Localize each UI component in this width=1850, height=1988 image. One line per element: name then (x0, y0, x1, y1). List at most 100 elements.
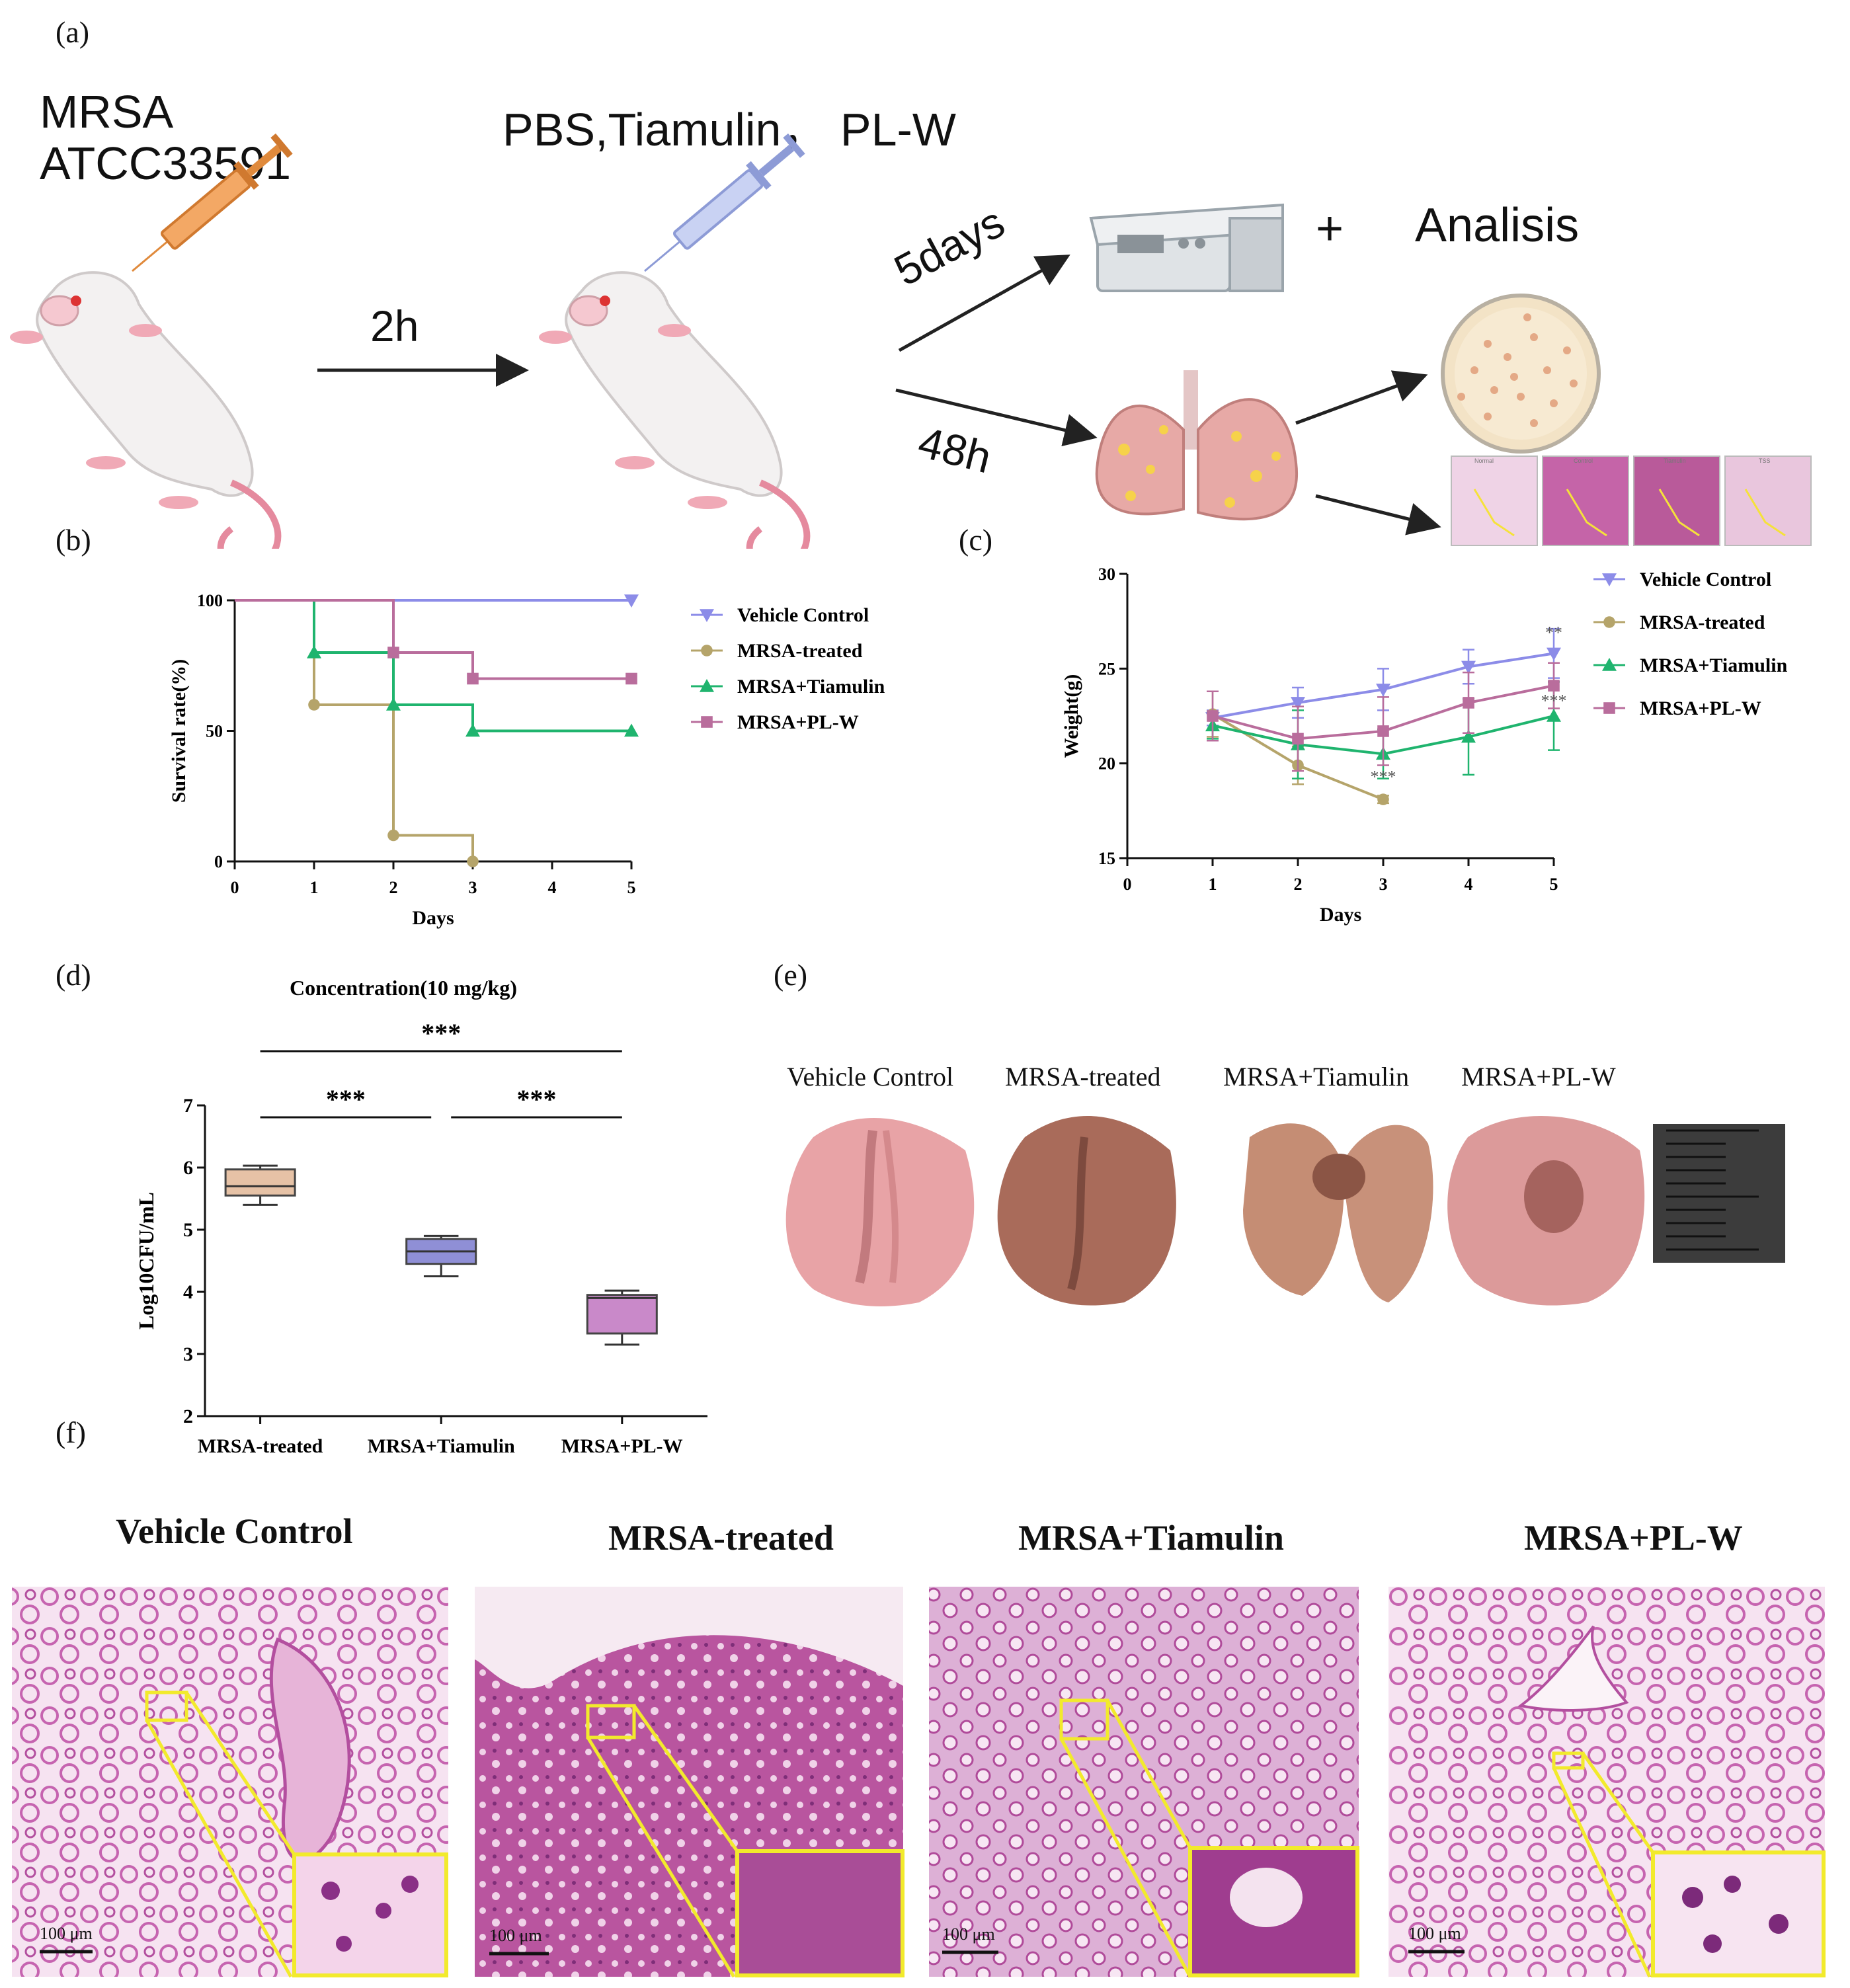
scale-icon (1089, 203, 1284, 292)
significance-label: *** (326, 1084, 366, 1114)
thumb-label-tiamulin: Tiamulin (1664, 457, 1686, 464)
x-axis-label: Days (412, 907, 454, 929)
panel-label-f: (f) (56, 1415, 86, 1449)
lung-label-plw: MRSA+PL-W (1461, 1062, 1616, 1092)
lung-photos (785, 1115, 1785, 1306)
series-mrsa-pl-w (1207, 662, 1560, 772)
legend-entry-vehicle-control: Vehicle Control (1593, 569, 1771, 590)
data-point (467, 672, 479, 685)
scale-bar-label-3: 100 μm (942, 1925, 995, 1944)
series-line (235, 599, 474, 861)
histo-title-plw: MRSA+PL-W (1524, 1518, 1743, 1558)
data-point (1377, 793, 1389, 805)
data-point (308, 699, 320, 711)
x-tick-label: MRSA-treated (198, 1435, 323, 1457)
data-point (1463, 697, 1474, 709)
legend-label: Vehicle Control (1640, 569, 1771, 590)
panel-label-a: (a) (56, 15, 90, 49)
x-tick-label: 0 (231, 878, 239, 897)
histology-thumbnails (1451, 456, 1812, 546)
data-point (1548, 680, 1560, 692)
significance-bracket: *** (260, 1018, 622, 1053)
y-axis-label: Weight(g) (1061, 674, 1082, 758)
histology-image-plw (1388, 1587, 1826, 1978)
data-point (1547, 647, 1561, 661)
scale-bar-label-2: 100 μm (489, 1926, 542, 1945)
arrow-48h (895, 388, 1098, 447)
x-tick-label: 3 (1379, 875, 1388, 894)
thumb-normal (1451, 456, 1538, 546)
legend-marker (1603, 702, 1615, 714)
data-point (624, 723, 639, 737)
scale-bar-label-1: 100 μm (40, 1924, 93, 1943)
strain-line1: MRSA (40, 86, 174, 138)
significance-annotation: *** (1541, 692, 1567, 711)
legend-label: MRSA+Tiamulin (737, 676, 885, 697)
data-point (1292, 733, 1304, 745)
y-tick-label: 25 (1098, 659, 1115, 678)
histo-title-tiamulin: MRSA+Tiamulin (1018, 1518, 1284, 1558)
lung-label-mrsa: MRSA-treated (1005, 1062, 1161, 1092)
y-tick-label: 15 (1098, 849, 1115, 868)
plus-sign: + (1316, 202, 1344, 255)
lung-photo-tiamulin (1243, 1123, 1433, 1302)
series-mrsa-pl-w (235, 599, 637, 685)
x-tick-label: 5 (627, 878, 636, 897)
syringe-orange-icon (132, 133, 293, 272)
significance-bracket: *** (451, 1084, 622, 1119)
data-point (386, 697, 401, 711)
legend-marker (1602, 658, 1617, 671)
data-point (307, 645, 321, 658)
y-tick-label: 30 (1098, 565, 1115, 584)
legend-label: MRSA-treated (737, 640, 863, 662)
y-axis-label: Log10CFU/mL (134, 1192, 158, 1330)
thumb-label-control: Control (1574, 457, 1593, 464)
legend-label: MRSA+Tiamulin (1640, 655, 1788, 676)
legend-label: MRSA-treated (1640, 612, 1765, 633)
lungs-icon (1095, 370, 1299, 521)
lung-photo-mrsa-treated (997, 1115, 1176, 1306)
x-tick-label: MRSA+Tiamulin (368, 1435, 516, 1457)
thumb-tiamulin (1633, 456, 1720, 546)
x-tick-label: 3 (469, 878, 477, 897)
data-point (1461, 729, 1476, 743)
x-tick-label: 4 (548, 878, 557, 897)
lung-photo-pl-w (1447, 1115, 1645, 1306)
legend-marker (700, 679, 714, 692)
legend-entry-mrsa-treated: MRSA-treated (691, 640, 863, 662)
y-tick-label: 7 (183, 1095, 193, 1117)
data-point (467, 855, 479, 867)
legend-label: MRSA+PL-W (1640, 697, 1761, 719)
mouse-icon (539, 271, 811, 549)
mouse-icon (10, 271, 282, 549)
y-tick-label: 20 (1098, 754, 1115, 774)
series-mrsa-tiamulin (235, 599, 639, 737)
histology-image-tiamulin (929, 1587, 1359, 1978)
legend-marker (701, 716, 713, 728)
data-point (1291, 697, 1305, 710)
data-point (625, 672, 637, 685)
panel-label-c: (c) (959, 523, 993, 557)
ruler-icon (1653, 1124, 1785, 1263)
data-point (1547, 709, 1561, 722)
thumb-control (1542, 456, 1629, 546)
histo-title-mrsa: MRSA-treated (608, 1518, 834, 1558)
significance-label: *** (421, 1018, 461, 1048)
lung-photo-vehicle (785, 1118, 975, 1306)
lung-label-vehicle: Vehicle Control (787, 1062, 954, 1092)
x-tick-label: 4 (1465, 875, 1473, 894)
legend-entry-mrsa-pl-w: MRSA+PL-W (1593, 697, 1761, 719)
histo-title-vehicle: Vehicle Control (116, 1511, 353, 1551)
significance-bracket: *** (260, 1084, 432, 1119)
data-point (1461, 660, 1476, 674)
legend-marker (700, 609, 714, 622)
x-tick-label: MRSA+PL-W (561, 1435, 683, 1457)
series-mrsa-treated (235, 599, 479, 867)
series-line (235, 599, 631, 733)
significance-annotation: *** (1371, 767, 1396, 786)
legend-entry-mrsa-tiamulin: MRSA+Tiamulin (1593, 655, 1788, 676)
significance-label: *** (517, 1084, 557, 1114)
legend-entry-mrsa-treated: MRSA-treated (1593, 612, 1765, 633)
legend-label: Vehicle Control (737, 604, 869, 626)
panel-label-b: (b) (56, 523, 91, 557)
